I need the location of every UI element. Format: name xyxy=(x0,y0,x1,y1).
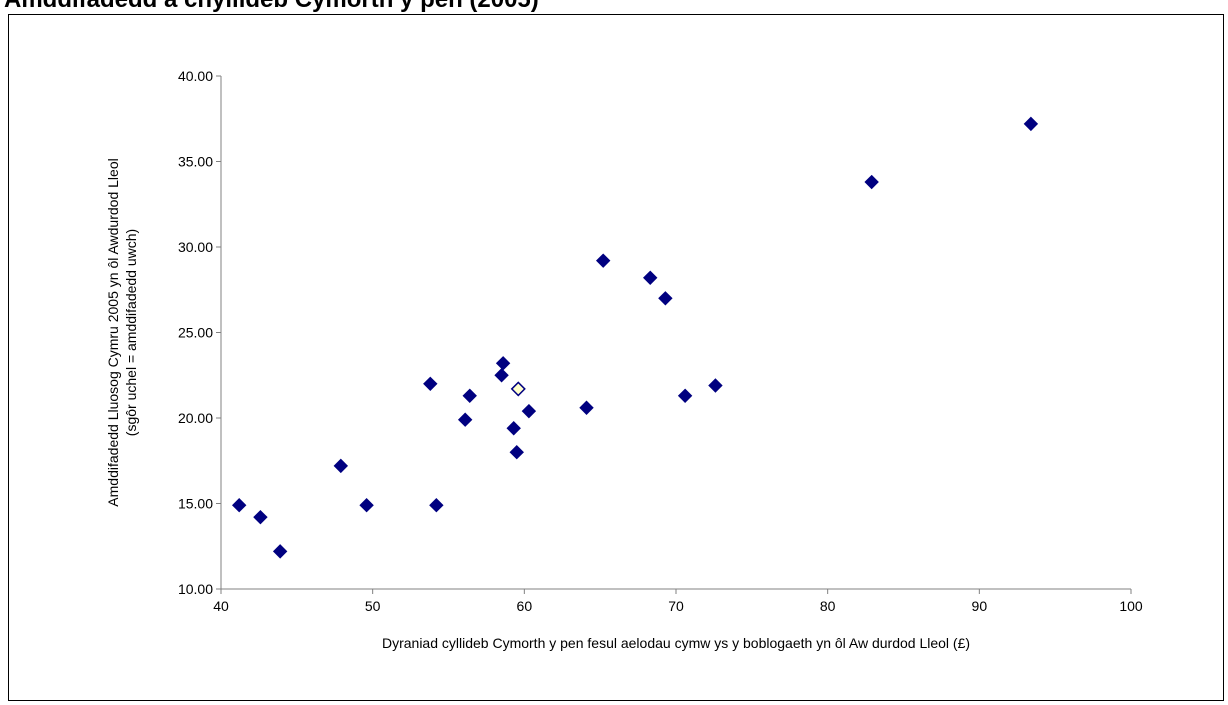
y-axis-label-line-1: Amddifadedd Lluosog Cymru 2005 yn ôl Awd… xyxy=(105,158,121,506)
data-point xyxy=(1023,116,1039,132)
y-tick-label: 25.00 xyxy=(178,325,213,341)
chart-area: 10.00 15.00 20.00 25.00 30.00 35.00 40.00 40 50… xyxy=(8,14,1224,701)
data-point xyxy=(509,444,524,460)
chart-heading-text: Amddifadedd a chyllideb Cymorth y pen (2… xyxy=(4,0,539,14)
y-tick-label: 15.00 xyxy=(178,496,213,512)
data-point xyxy=(495,356,511,371)
y-tick-label: 35.00 xyxy=(178,154,213,170)
data-point xyxy=(506,421,521,436)
y-tick-label: 40.00 xyxy=(178,68,213,84)
data-point xyxy=(579,400,594,415)
data-point xyxy=(462,388,477,403)
data-point xyxy=(253,509,268,525)
data-point xyxy=(595,253,611,268)
y-tick-labels: 10.00 15.00 20.00 25.00 30.00 35.00 40.00 xyxy=(178,68,213,597)
x-tick-label: 40 xyxy=(213,598,229,614)
y-axis-label-line-2: (sgôr uchel = amddifadedd uwch) xyxy=(123,229,139,436)
chart-heading-banner: Amddifadedd a chyllideb Cymorth y pen (2… xyxy=(0,0,1228,14)
data-point xyxy=(677,388,693,403)
x-tick-label: 80 xyxy=(820,598,836,614)
x-tick-labels: 40 50 60 70 80 90 100 xyxy=(213,598,1143,614)
y-tick-label: 30.00 xyxy=(178,239,213,255)
data-point xyxy=(643,270,658,285)
data-point xyxy=(708,378,723,393)
x-tick-label: 60 xyxy=(517,598,533,614)
data-point xyxy=(864,174,879,190)
data-point xyxy=(494,368,509,383)
x-tick-label: 100 xyxy=(1119,598,1143,614)
data-point xyxy=(359,498,374,513)
data-point xyxy=(423,376,438,392)
x-axis-label: Dyraniad cyllideb Cymorth y pen fesul ae… xyxy=(382,635,970,651)
data-point xyxy=(333,458,349,474)
x-tick-label: 70 xyxy=(668,598,684,614)
x-tick-label: 90 xyxy=(972,598,988,614)
data-point xyxy=(429,498,444,513)
scatter-chart: 10.00 15.00 20.00 25.00 30.00 35.00 40.00 40 50… xyxy=(105,68,1143,651)
x-tick-label: 50 xyxy=(365,598,381,614)
data-point xyxy=(457,412,473,427)
data-point xyxy=(521,403,537,419)
axes-group xyxy=(216,75,1132,594)
data-points xyxy=(231,116,1039,559)
data-point xyxy=(231,498,247,513)
data-point xyxy=(272,544,288,559)
highlighted-data-point xyxy=(510,381,526,397)
data-point xyxy=(658,291,673,306)
y-tick-label: 10.00 xyxy=(178,581,213,597)
y-tick-label: 20.00 xyxy=(178,410,213,426)
